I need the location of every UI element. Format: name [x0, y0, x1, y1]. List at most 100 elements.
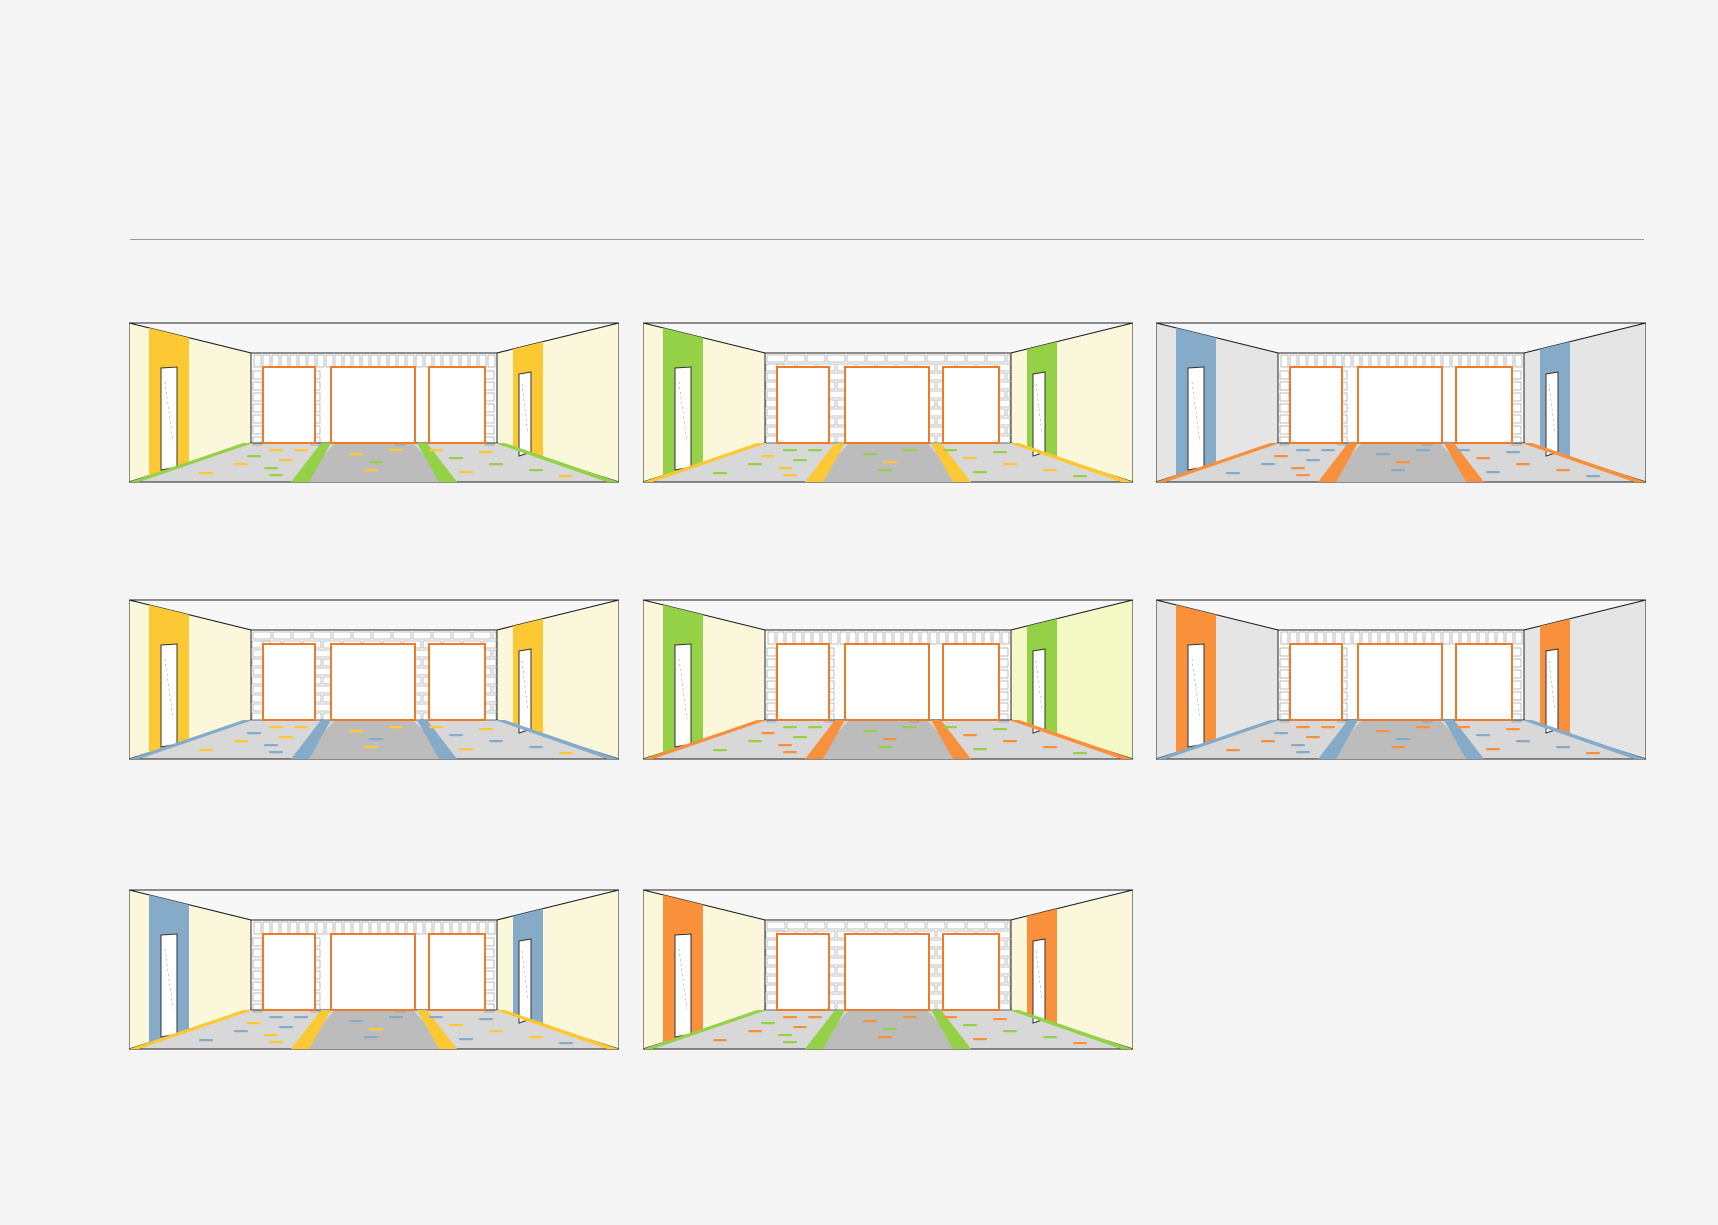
- floor-dash: [1486, 748, 1500, 751]
- floor-dash: [993, 1018, 1007, 1021]
- floor-dash: [364, 469, 378, 472]
- garage-panel-2: [643, 322, 1133, 484]
- floor-dash: [247, 732, 261, 735]
- garage-door-opening: [1455, 643, 1513, 721]
- garage-door-opening: [262, 366, 316, 444]
- garage-door-opening: [330, 933, 416, 1011]
- floor-dash: [369, 1028, 383, 1031]
- floor-dash: [1396, 738, 1410, 741]
- garage-panel-1: [129, 322, 619, 484]
- floor-accent-stripe: [643, 720, 767, 759]
- floor-dash: [793, 736, 807, 739]
- floor-dash: [529, 469, 543, 472]
- garage-scene: [1156, 599, 1646, 760]
- floor-dash: [1306, 736, 1320, 739]
- floor-dash: [269, 474, 283, 477]
- garage-door-opening: [776, 933, 830, 1011]
- floor-dash: [247, 1022, 261, 1025]
- floor-dash: [294, 726, 308, 729]
- garage-door-opening: [776, 643, 830, 721]
- floor-dash: [863, 453, 877, 456]
- floor-dash: [389, 449, 403, 452]
- left-door: [674, 643, 692, 748]
- floor-dash: [783, 1016, 797, 1019]
- left-door: [1187, 366, 1205, 471]
- right-door: [1545, 648, 1559, 734]
- floor-dash: [269, 726, 283, 729]
- garage-scene: [1156, 322, 1646, 483]
- floor-dash: [793, 459, 807, 462]
- floor-dash: [963, 734, 977, 737]
- floor-dash: [1416, 449, 1430, 452]
- floor-dash: [1261, 463, 1275, 466]
- header-divider: [130, 239, 1644, 240]
- floor-accent-stripe: [1444, 443, 1484, 482]
- floor-dash: [349, 1020, 363, 1023]
- floor-dash: [1291, 744, 1305, 747]
- floor-accent-stripe: [495, 1010, 619, 1049]
- garage-door-opening: [942, 643, 1000, 721]
- floor-dash: [1516, 740, 1530, 743]
- floor-dash: [1456, 449, 1470, 452]
- floor-accent-stripe: [417, 1010, 457, 1049]
- floor-dash: [1226, 472, 1240, 475]
- floor-accent-stripe: [1009, 720, 1133, 759]
- floor-accent-stripe: [1444, 720, 1484, 759]
- floor-dash: [778, 1034, 792, 1037]
- floor-dash: [1296, 751, 1310, 754]
- floor-dash: [364, 746, 378, 749]
- floor-accent-stripe: [417, 443, 457, 482]
- floor-dash: [1391, 746, 1405, 749]
- floor-dash: [1556, 469, 1570, 472]
- floor-accent-stripe: [1156, 720, 1280, 759]
- floor-dash: [1321, 449, 1335, 452]
- floor-dash: [1296, 726, 1310, 729]
- floor-dash: [1506, 451, 1520, 454]
- floor-dash: [489, 1030, 503, 1033]
- floor-dash: [489, 463, 503, 466]
- floor-dash: [199, 1039, 213, 1042]
- garage-door-opening: [844, 933, 930, 1011]
- floor-dash: [349, 453, 363, 456]
- floor-accent-stripe: [495, 443, 619, 482]
- floor-dash: [369, 738, 383, 741]
- garage-panel-7: [129, 889, 619, 1051]
- floor-dash: [269, 751, 283, 754]
- floor-dash: [778, 467, 792, 470]
- floor-dash: [993, 728, 1007, 731]
- floor-dash: [479, 451, 493, 454]
- floor-accent-stripe: [129, 720, 253, 759]
- floor-dash: [748, 1030, 762, 1033]
- floor-dash: [234, 1030, 248, 1033]
- garage-door-opening: [1357, 366, 1443, 444]
- floor-accent-stripe: [1009, 443, 1133, 482]
- floor-dash: [1376, 453, 1390, 456]
- floor-dash: [1296, 474, 1310, 477]
- floor-dash: [783, 474, 797, 477]
- floor-dash: [479, 1018, 493, 1021]
- floor-dash: [903, 726, 917, 729]
- floor-dash: [1003, 1030, 1017, 1033]
- floor-dash: [459, 471, 473, 474]
- garage-door-opening: [1455, 366, 1513, 444]
- floor-dash: [429, 449, 443, 452]
- floor-dash: [279, 1026, 293, 1029]
- floor-dash: [808, 449, 822, 452]
- floor-dash: [559, 752, 573, 755]
- garage-scene: [129, 322, 619, 483]
- floor-accent-stripe: [805, 720, 845, 759]
- garage-door-opening: [1289, 366, 1343, 444]
- floor-accent-stripe: [291, 1010, 331, 1049]
- floor-dash: [713, 1039, 727, 1042]
- floor-dash: [264, 744, 278, 747]
- floor-dash: [449, 1024, 463, 1027]
- floor-dash: [748, 740, 762, 743]
- floor-accent-stripe: [643, 1010, 767, 1049]
- floor-dash: [529, 746, 543, 749]
- garage-door-opening: [330, 366, 416, 444]
- right-door: [1545, 371, 1559, 457]
- floor-dash: [559, 475, 573, 478]
- floor-dash: [1291, 467, 1305, 470]
- floor-dash: [808, 1016, 822, 1019]
- floor-accent-stripe: [1522, 443, 1646, 482]
